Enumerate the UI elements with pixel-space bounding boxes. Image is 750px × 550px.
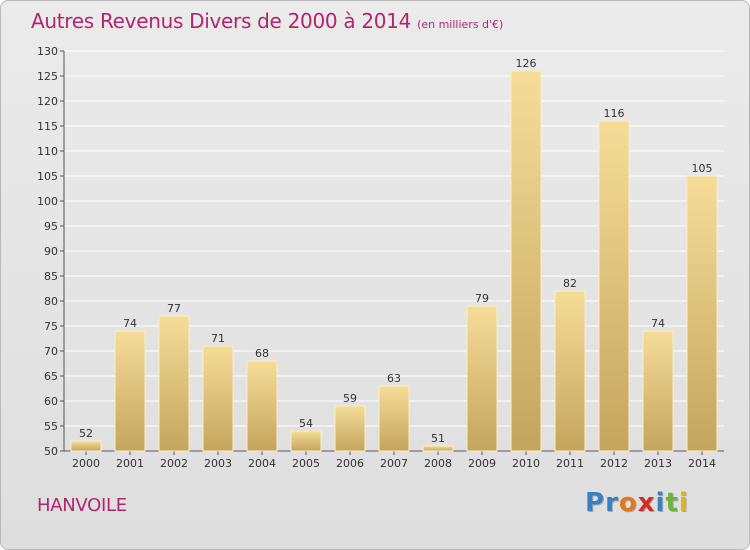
y-tick-label: 60 bbox=[44, 395, 58, 408]
y-tick-label: 100 bbox=[37, 195, 58, 208]
x-tick-label: 2008 bbox=[424, 457, 452, 470]
bar bbox=[290, 430, 322, 452]
location-label: HANVOILE bbox=[37, 495, 127, 516]
x-tick-label: 2010 bbox=[512, 457, 540, 470]
bar bbox=[378, 385, 410, 452]
brand-letter: x bbox=[637, 488, 656, 518]
y-tick-label: 130 bbox=[37, 45, 58, 58]
bar bbox=[510, 70, 542, 452]
data-label: 105 bbox=[692, 162, 713, 175]
chart-title-text: Autres Revenus Divers de 2000 à 2014 bbox=[31, 9, 412, 33]
brand-letter: o bbox=[618, 488, 638, 518]
x-tick-label: 2013 bbox=[644, 457, 672, 470]
brand-letter: P bbox=[585, 488, 606, 518]
x-tick-label: 2014 bbox=[688, 457, 716, 470]
brand-logo: Proxiti bbox=[585, 488, 689, 518]
data-label: 74 bbox=[123, 317, 137, 330]
bars bbox=[70, 70, 718, 452]
y-tick-label: 50 bbox=[44, 445, 58, 458]
x-tick-label: 2001 bbox=[116, 457, 144, 470]
bar bbox=[334, 405, 366, 452]
y-tick-label: 70 bbox=[44, 345, 58, 358]
brand-letter: t bbox=[665, 488, 679, 518]
x-tick-label: 2006 bbox=[336, 457, 364, 470]
y-tick-label: 95 bbox=[44, 220, 58, 233]
x-tick-label: 2007 bbox=[380, 457, 408, 470]
bar bbox=[70, 440, 102, 452]
y-tick-label: 75 bbox=[44, 320, 58, 333]
data-label: 77 bbox=[167, 302, 181, 315]
bar bbox=[686, 175, 718, 452]
x-tick-label: 2004 bbox=[248, 457, 276, 470]
x-tick-label: 2011 bbox=[556, 457, 584, 470]
x-tick-label: 2012 bbox=[600, 457, 628, 470]
y-tick-label: 125 bbox=[37, 70, 58, 83]
y-tick-label: 80 bbox=[44, 295, 58, 308]
y-tick-label: 85 bbox=[44, 270, 58, 283]
data-label: 71 bbox=[211, 332, 225, 345]
bar bbox=[202, 345, 234, 452]
y-tick-label: 115 bbox=[37, 120, 58, 133]
x-tick-label: 2003 bbox=[204, 457, 232, 470]
bar bbox=[466, 305, 498, 452]
brand-letter: i bbox=[678, 488, 689, 518]
x-tick-label: 2000 bbox=[72, 457, 100, 470]
data-label: 68 bbox=[255, 347, 269, 360]
bar bbox=[422, 445, 454, 452]
y-tick-label: 65 bbox=[44, 370, 58, 383]
data-label: 51 bbox=[431, 432, 445, 445]
data-label: 116 bbox=[604, 107, 625, 120]
data-label: 52 bbox=[79, 427, 93, 440]
y-tick-label: 90 bbox=[44, 245, 58, 258]
bar bbox=[554, 290, 586, 452]
data-label: 126 bbox=[516, 57, 537, 70]
x-tick-label: 2002 bbox=[160, 457, 188, 470]
data-label: 59 bbox=[343, 392, 357, 405]
bar bbox=[598, 120, 630, 452]
data-label: 79 bbox=[475, 292, 489, 305]
data-label: 74 bbox=[651, 317, 665, 330]
bar bbox=[642, 330, 674, 452]
chart-title: Autres Revenus Divers de 2000 à 2014 (en … bbox=[31, 9, 503, 33]
bar bbox=[158, 315, 190, 452]
y-tick-label: 105 bbox=[37, 170, 58, 183]
brand-letter: i bbox=[655, 488, 666, 518]
y-tick-label: 110 bbox=[37, 145, 58, 158]
brand-letter: r bbox=[605, 488, 619, 518]
bar bbox=[114, 330, 146, 452]
value-labels: 52 74 77 71 68 54 59 63 51 79 126 82 116 74 105 bbox=[79, 57, 713, 445]
bar bbox=[246, 360, 278, 452]
data-label: 54 bbox=[299, 417, 313, 430]
y-tick-label: 120 bbox=[37, 95, 58, 108]
y-tick-label: 55 bbox=[44, 420, 58, 433]
x-tick-label: 2005 bbox=[292, 457, 320, 470]
x-tick-label: 2009 bbox=[468, 457, 496, 470]
chart-unit: (en milliers d'€) bbox=[417, 18, 504, 31]
data-label: 82 bbox=[563, 277, 577, 290]
data-label: 63 bbox=[387, 372, 401, 385]
